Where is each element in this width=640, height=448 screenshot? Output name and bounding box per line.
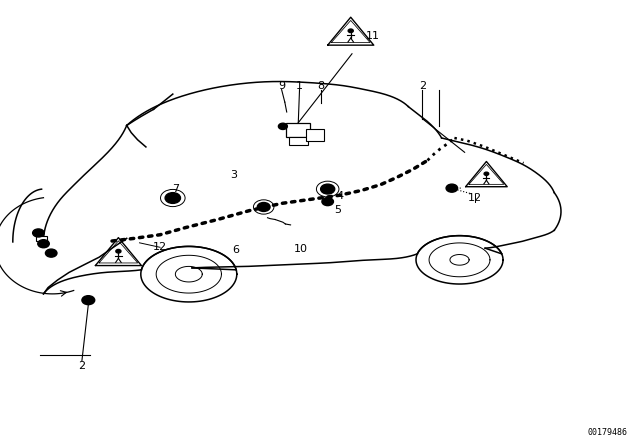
Circle shape	[278, 123, 287, 129]
Text: 10: 10	[294, 244, 308, 254]
Bar	[36, 236, 47, 241]
Bar	[286, 123, 310, 137]
Text: 11: 11	[365, 31, 380, 41]
Text: 3: 3	[230, 170, 237, 180]
Circle shape	[446, 184, 458, 192]
Text: 1: 1	[296, 81, 303, 91]
Circle shape	[348, 29, 353, 33]
Circle shape	[116, 250, 121, 253]
Text: 4: 4	[337, 191, 344, 201]
Text: 6: 6	[232, 245, 239, 255]
Text: 2: 2	[419, 81, 426, 91]
Circle shape	[33, 229, 44, 237]
Text: 7: 7	[172, 184, 180, 194]
Bar	[306, 129, 324, 141]
Text: 8: 8	[317, 81, 325, 91]
Text: 9: 9	[278, 81, 285, 91]
Circle shape	[165, 193, 180, 203]
Text: 12: 12	[153, 242, 167, 252]
Text: 5: 5	[335, 205, 341, 215]
Circle shape	[82, 296, 95, 305]
Circle shape	[484, 172, 489, 175]
Circle shape	[321, 184, 335, 194]
Text: 2: 2	[78, 362, 86, 371]
Circle shape	[38, 240, 49, 248]
Text: 00179486: 00179486	[588, 428, 627, 437]
Circle shape	[322, 198, 333, 206]
Bar	[289, 137, 308, 145]
Circle shape	[257, 202, 270, 211]
Circle shape	[45, 249, 57, 257]
Text: 12: 12	[468, 193, 482, 203]
